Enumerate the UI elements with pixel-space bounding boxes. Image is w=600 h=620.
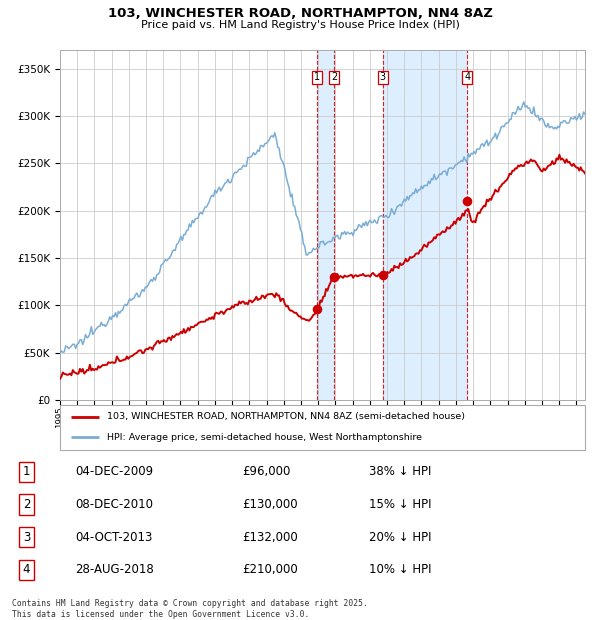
Text: 1: 1 — [314, 73, 320, 82]
Bar — [317, 50, 334, 400]
Text: 3: 3 — [23, 531, 30, 544]
Text: 1: 1 — [23, 466, 30, 479]
Text: £130,000: £130,000 — [242, 498, 298, 511]
Text: Contains HM Land Registry data © Crown copyright and database right 2025.
This d: Contains HM Land Registry data © Crown c… — [12, 600, 368, 619]
Text: 08-DEC-2010: 08-DEC-2010 — [76, 498, 154, 511]
Text: 2: 2 — [331, 73, 337, 82]
Text: 103, WINCHESTER ROAD, NORTHAMPTON, NN4 8AZ (semi-detached house): 103, WINCHESTER ROAD, NORTHAMPTON, NN4 8… — [107, 412, 465, 422]
Text: 28-AUG-2018: 28-AUG-2018 — [76, 563, 154, 576]
Point — [463, 196, 472, 206]
Text: 04-OCT-2013: 04-OCT-2013 — [76, 531, 153, 544]
Text: 38% ↓ HPI: 38% ↓ HPI — [369, 466, 431, 479]
Point — [378, 270, 388, 280]
Text: £132,000: £132,000 — [242, 531, 298, 544]
Text: £96,000: £96,000 — [242, 466, 291, 479]
Text: 2: 2 — [23, 498, 30, 511]
Text: 4: 4 — [23, 563, 30, 576]
Text: Price paid vs. HM Land Registry's House Price Index (HPI): Price paid vs. HM Land Registry's House … — [140, 20, 460, 30]
Text: 10% ↓ HPI: 10% ↓ HPI — [369, 563, 431, 576]
Text: 20% ↓ HPI: 20% ↓ HPI — [369, 531, 431, 544]
Text: 103, WINCHESTER ROAD, NORTHAMPTON, NN4 8AZ: 103, WINCHESTER ROAD, NORTHAMPTON, NN4 8… — [107, 7, 493, 20]
Text: 04-DEC-2009: 04-DEC-2009 — [76, 466, 154, 479]
Text: HPI: Average price, semi-detached house, West Northamptonshire: HPI: Average price, semi-detached house,… — [107, 433, 422, 442]
Text: 15% ↓ HPI: 15% ↓ HPI — [369, 498, 431, 511]
FancyBboxPatch shape — [60, 405, 585, 450]
Text: 3: 3 — [380, 73, 386, 82]
Text: £210,000: £210,000 — [242, 563, 298, 576]
Bar — [383, 50, 467, 400]
Point — [312, 304, 322, 314]
Text: 4: 4 — [464, 73, 470, 82]
Point — [329, 272, 339, 281]
